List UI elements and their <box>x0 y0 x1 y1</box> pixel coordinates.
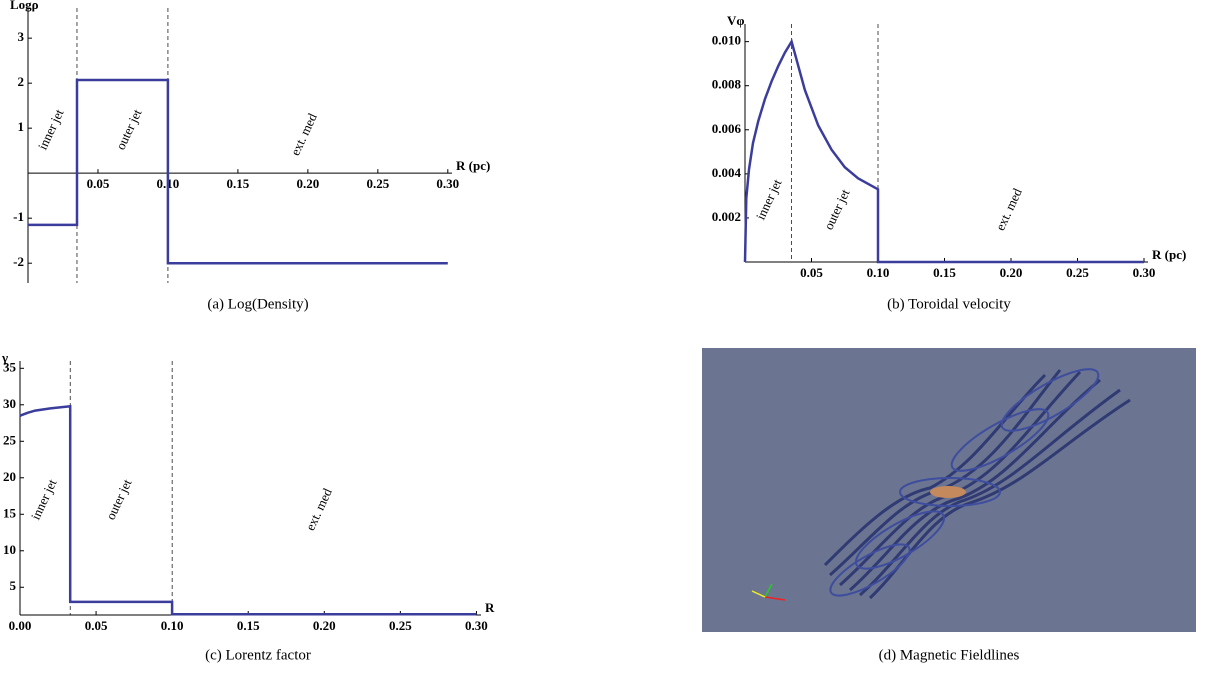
y-axis-label: Logρ <box>10 0 39 12</box>
y-tick-label: 35 <box>3 359 17 374</box>
x-tick-label: 0.30 <box>1133 265 1156 280</box>
y-tick-label: 25 <box>3 432 17 447</box>
region-label: ext. med <box>992 185 1025 232</box>
x-tick-label: 0.30 <box>465 618 488 633</box>
caption: (c) Lorentz factor <box>205 647 311 663</box>
data-line <box>28 78 448 265</box>
y-tick-label: 3 <box>18 29 25 44</box>
x-tick-label: 0.30 <box>436 176 459 191</box>
y-tick-label: -2 <box>13 254 24 269</box>
y-tick-label: 1 <box>18 119 25 134</box>
y-tick-label: 0.006 <box>712 121 742 136</box>
y-tick-label: 5 <box>10 578 17 593</box>
x-tick-label: 0.05 <box>85 618 108 633</box>
x-tick-label: 0.20 <box>313 618 336 633</box>
jet-core <box>930 486 966 498</box>
x-tick-label: 0.00 <box>9 618 32 633</box>
y-tick-label: 30 <box>3 396 16 411</box>
x-tick-label: 0.15 <box>933 265 956 280</box>
x-tick-label: 0.25 <box>1066 265 1089 280</box>
x-axis-label: R (pc) <box>1152 247 1186 262</box>
region-label: inner jet <box>28 476 60 522</box>
x-tick-label: 0.15 <box>227 176 250 191</box>
y-axis-label: γ <box>1 350 8 365</box>
region-label: outer jet <box>821 186 853 232</box>
region-label: inner jet <box>753 176 785 222</box>
caption: (d) Magnetic Fieldlines <box>879 647 1020 663</box>
data-line <box>743 38 1144 264</box>
fieldline-coils <box>829 368 1100 597</box>
x-tick-label: 0.20 <box>1000 265 1023 280</box>
y-axis-label: Vφ <box>727 13 745 28</box>
x-tick-label: 0.05 <box>800 265 823 280</box>
x-tick-label: 0.05 <box>87 176 110 191</box>
y-tick-label: 0.004 <box>712 165 742 180</box>
region-label: ext. med <box>287 110 320 157</box>
caption: (b) Toroidal velocity <box>887 296 1011 312</box>
y-tick-label: 20 <box>3 469 16 484</box>
region-label: outer jet <box>113 106 145 152</box>
x-axis-label: R (pc) <box>456 158 490 173</box>
y-tick-label: 2 <box>18 74 25 89</box>
x-axis-label: R <box>485 600 495 615</box>
x-tick-label: 0.10 <box>867 265 890 280</box>
x-tick-label: 0.10 <box>161 618 184 633</box>
x-tick-label: 0.25 <box>389 618 412 633</box>
y-tick-label: 10 <box>3 542 16 557</box>
y-tick-label: 0.002 <box>712 209 741 224</box>
y-tick-label: -1 <box>13 209 24 224</box>
region-label: outer jet <box>103 476 135 522</box>
axes-triad <box>751 583 786 601</box>
x-tick-label: 0.25 <box>366 176 389 191</box>
y-tick-label: 0.008 <box>712 77 742 92</box>
y-tick-label: 15 <box>3 505 17 520</box>
fieldline-render <box>702 348 1196 632</box>
caption: (a) Log(Density) <box>207 296 308 312</box>
region-label: ext. med <box>302 485 335 532</box>
x-tick-label: 0.15 <box>237 618 260 633</box>
x-tick-label: 0.20 <box>296 176 319 191</box>
region-label: inner jet <box>35 106 67 152</box>
data-line <box>19 404 477 616</box>
y-tick-label: 0.010 <box>712 33 741 48</box>
